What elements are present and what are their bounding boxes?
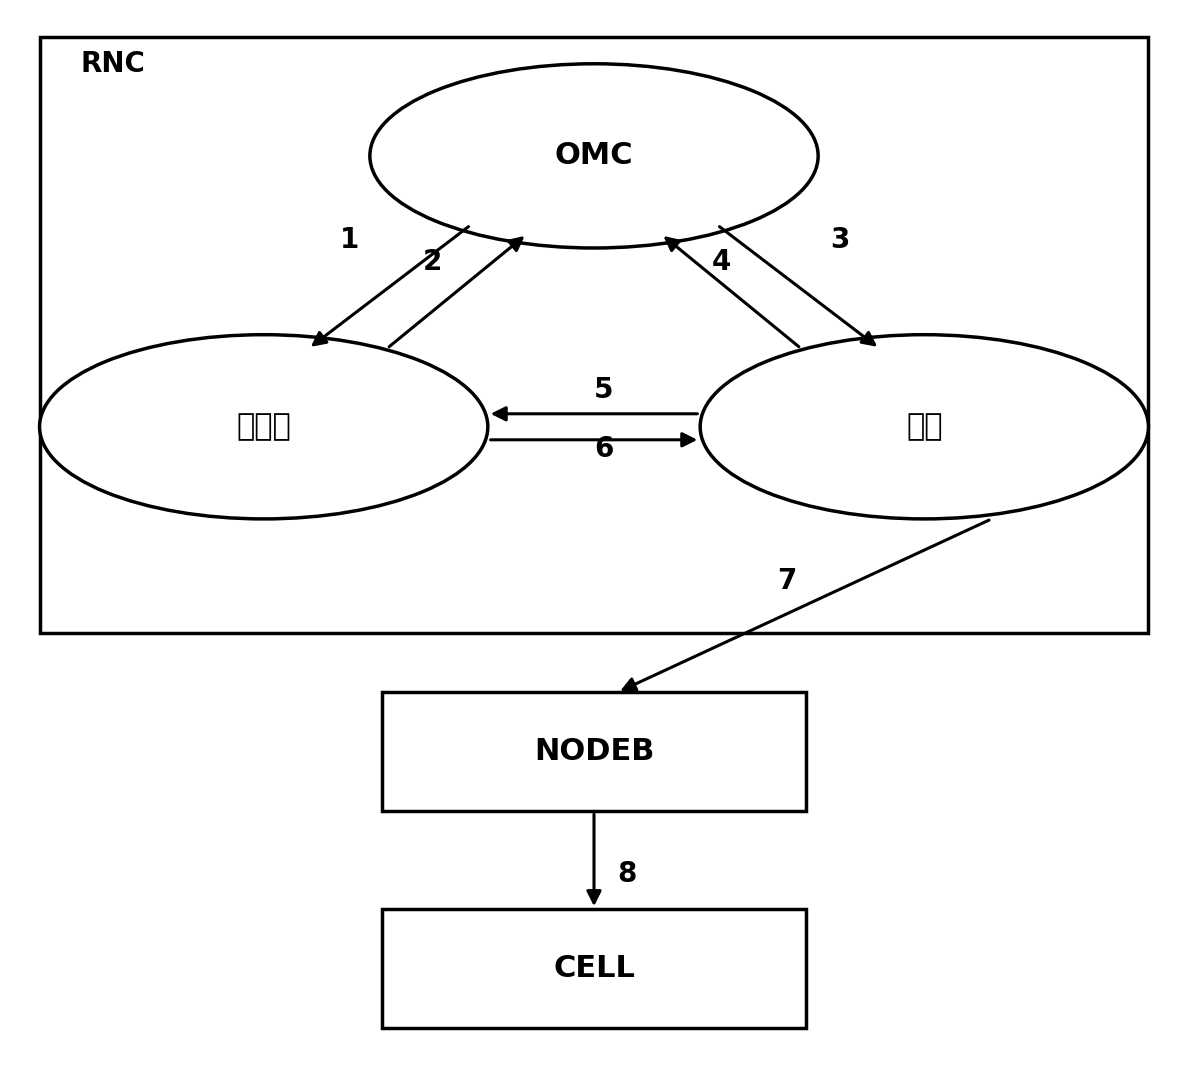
Text: 1: 1 (341, 226, 360, 254)
Text: OMC: OMC (555, 141, 633, 170)
Text: 数据库: 数据库 (236, 413, 291, 441)
Text: 前台: 前台 (906, 413, 942, 441)
Ellipse shape (369, 63, 819, 248)
Text: 4: 4 (712, 248, 732, 275)
Text: CELL: CELL (554, 954, 634, 983)
Text: 5: 5 (594, 376, 613, 404)
Ellipse shape (700, 334, 1149, 519)
Ellipse shape (39, 334, 488, 519)
Text: NODEB: NODEB (533, 737, 655, 767)
Text: 3: 3 (830, 226, 849, 254)
Text: 7: 7 (777, 568, 796, 595)
Text: 8: 8 (618, 859, 637, 888)
Bar (381, 692, 807, 811)
Text: 6: 6 (594, 435, 613, 463)
Text: 2: 2 (423, 248, 442, 275)
Bar (381, 909, 807, 1029)
Bar (39, 37, 1149, 632)
Text: RNC: RNC (81, 50, 146, 78)
